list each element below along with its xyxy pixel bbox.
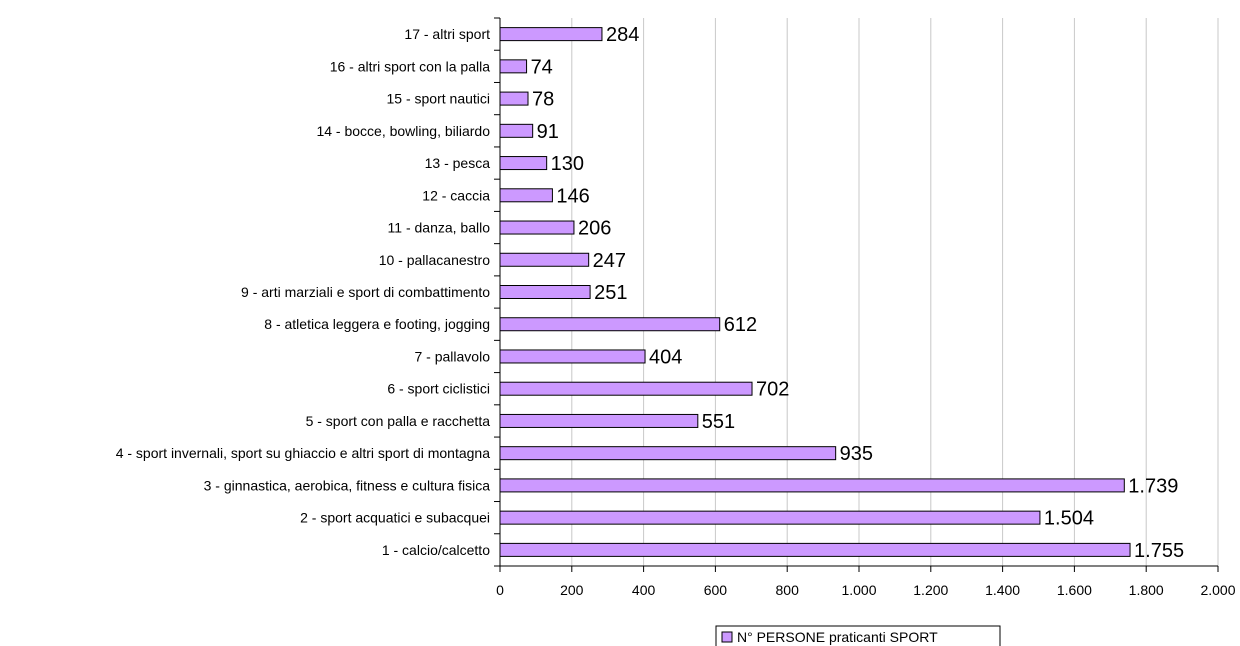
category-label: 5 - sport con palla e racchetta — [306, 413, 491, 429]
bar — [499, 123, 534, 138]
data-label: 251 — [594, 282, 627, 304]
data-label: 1.755 — [1134, 540, 1184, 562]
data-label: 284 — [606, 24, 639, 46]
bar — [499, 220, 575, 235]
category-label: 1 - calcio/calcetto — [382, 542, 490, 558]
x-tick-label: 200 — [560, 582, 584, 598]
data-label: 935 — [840, 443, 873, 465]
category-label: 17 - altri sport — [404, 26, 490, 42]
x-tick-label: 1.800 — [1129, 582, 1164, 598]
category-label: 9 - arti marziali e sport di combattimen… — [241, 284, 490, 300]
bar — [499, 349, 646, 364]
data-label: 1.504 — [1044, 508, 1094, 530]
bar — [499, 381, 753, 396]
data-label: 612 — [724, 314, 757, 336]
x-tick-label: 0 — [496, 582, 504, 598]
data-label: 78 — [532, 89, 554, 111]
data-label: 130 — [551, 153, 584, 175]
data-label: 1.739 — [1128, 475, 1178, 497]
x-tick-label: 2.000 — [1200, 582, 1235, 598]
data-labels: 1.755 1.504 1.739 935 551 702 404 612 251 247 206 1… — [531, 24, 1185, 562]
category-label: 2 - sport acquatici e subacquei — [300, 510, 490, 526]
category-labels: 1 - calcio/calcetto 2 - sport acquatici e… — [116, 26, 491, 558]
x-tick-label: 400 — [632, 582, 656, 598]
data-label: 404 — [649, 346, 682, 368]
x-tick-label: 800 — [776, 582, 800, 598]
data-label: 551 — [702, 411, 735, 433]
category-label: 8 - atletica leggera e footing, jogging — [264, 316, 490, 332]
category-label: 4 - sport invernali, sport su ghiaccio e… — [116, 445, 491, 461]
legend: N° PERSONE praticanti SPORT — [715, 625, 1001, 646]
legend-swatch — [721, 631, 733, 643]
axes — [494, 17, 1219, 572]
category-label: 3 - ginnastica, aerobica, fitness e cult… — [204, 477, 491, 493]
data-label: 74 — [531, 56, 553, 78]
bar — [499, 478, 1125, 493]
x-tick-label: 1.400 — [985, 582, 1020, 598]
data-label: 206 — [578, 218, 611, 240]
category-label: 16 - altri sport con la palla — [330, 58, 491, 74]
legend-label: N° PERSONE praticanti SPORT — [737, 629, 938, 645]
category-label: 12 - caccia — [422, 187, 490, 203]
bars — [499, 27, 1131, 557]
category-label: 10 - pallacanestro — [379, 252, 491, 268]
x-tick-label: 1.600 — [1057, 582, 1092, 598]
bar — [499, 156, 548, 171]
data-label: 702 — [756, 379, 789, 401]
bar — [499, 510, 1041, 525]
data-label: 247 — [593, 250, 626, 272]
category-label: 6 - sport ciclistici — [387, 381, 490, 397]
bar — [499, 91, 529, 106]
x-tick-label: 1.000 — [841, 582, 876, 598]
data-label: 91 — [537, 121, 559, 143]
bar — [499, 59, 528, 74]
data-label: 146 — [556, 185, 589, 207]
category-label: 13 - pesca — [425, 155, 491, 171]
bar — [499, 252, 590, 267]
bar — [499, 446, 837, 461]
bar — [499, 413, 699, 428]
gridlines — [571, 18, 1219, 566]
x-tick-label: 1.200 — [913, 582, 948, 598]
bar — [499, 188, 553, 203]
category-label: 15 - sport nautici — [387, 91, 491, 107]
x-tick-labels: 0 200 400 600 800 1.000 1.200 1.400 1.600 1.800 2.… — [496, 582, 1236, 598]
category-label: 7 - pallavolo — [415, 348, 491, 364]
category-label: 11 - danza, ballo — [388, 220, 491, 236]
bar — [499, 317, 721, 332]
bar — [499, 542, 1131, 557]
bar — [499, 27, 603, 42]
bar — [499, 285, 591, 299]
legend-box — [715, 625, 1001, 646]
category-label: 14 - bocce, bowling, biliardo — [316, 123, 490, 139]
x-tick-label: 600 — [704, 582, 728, 598]
